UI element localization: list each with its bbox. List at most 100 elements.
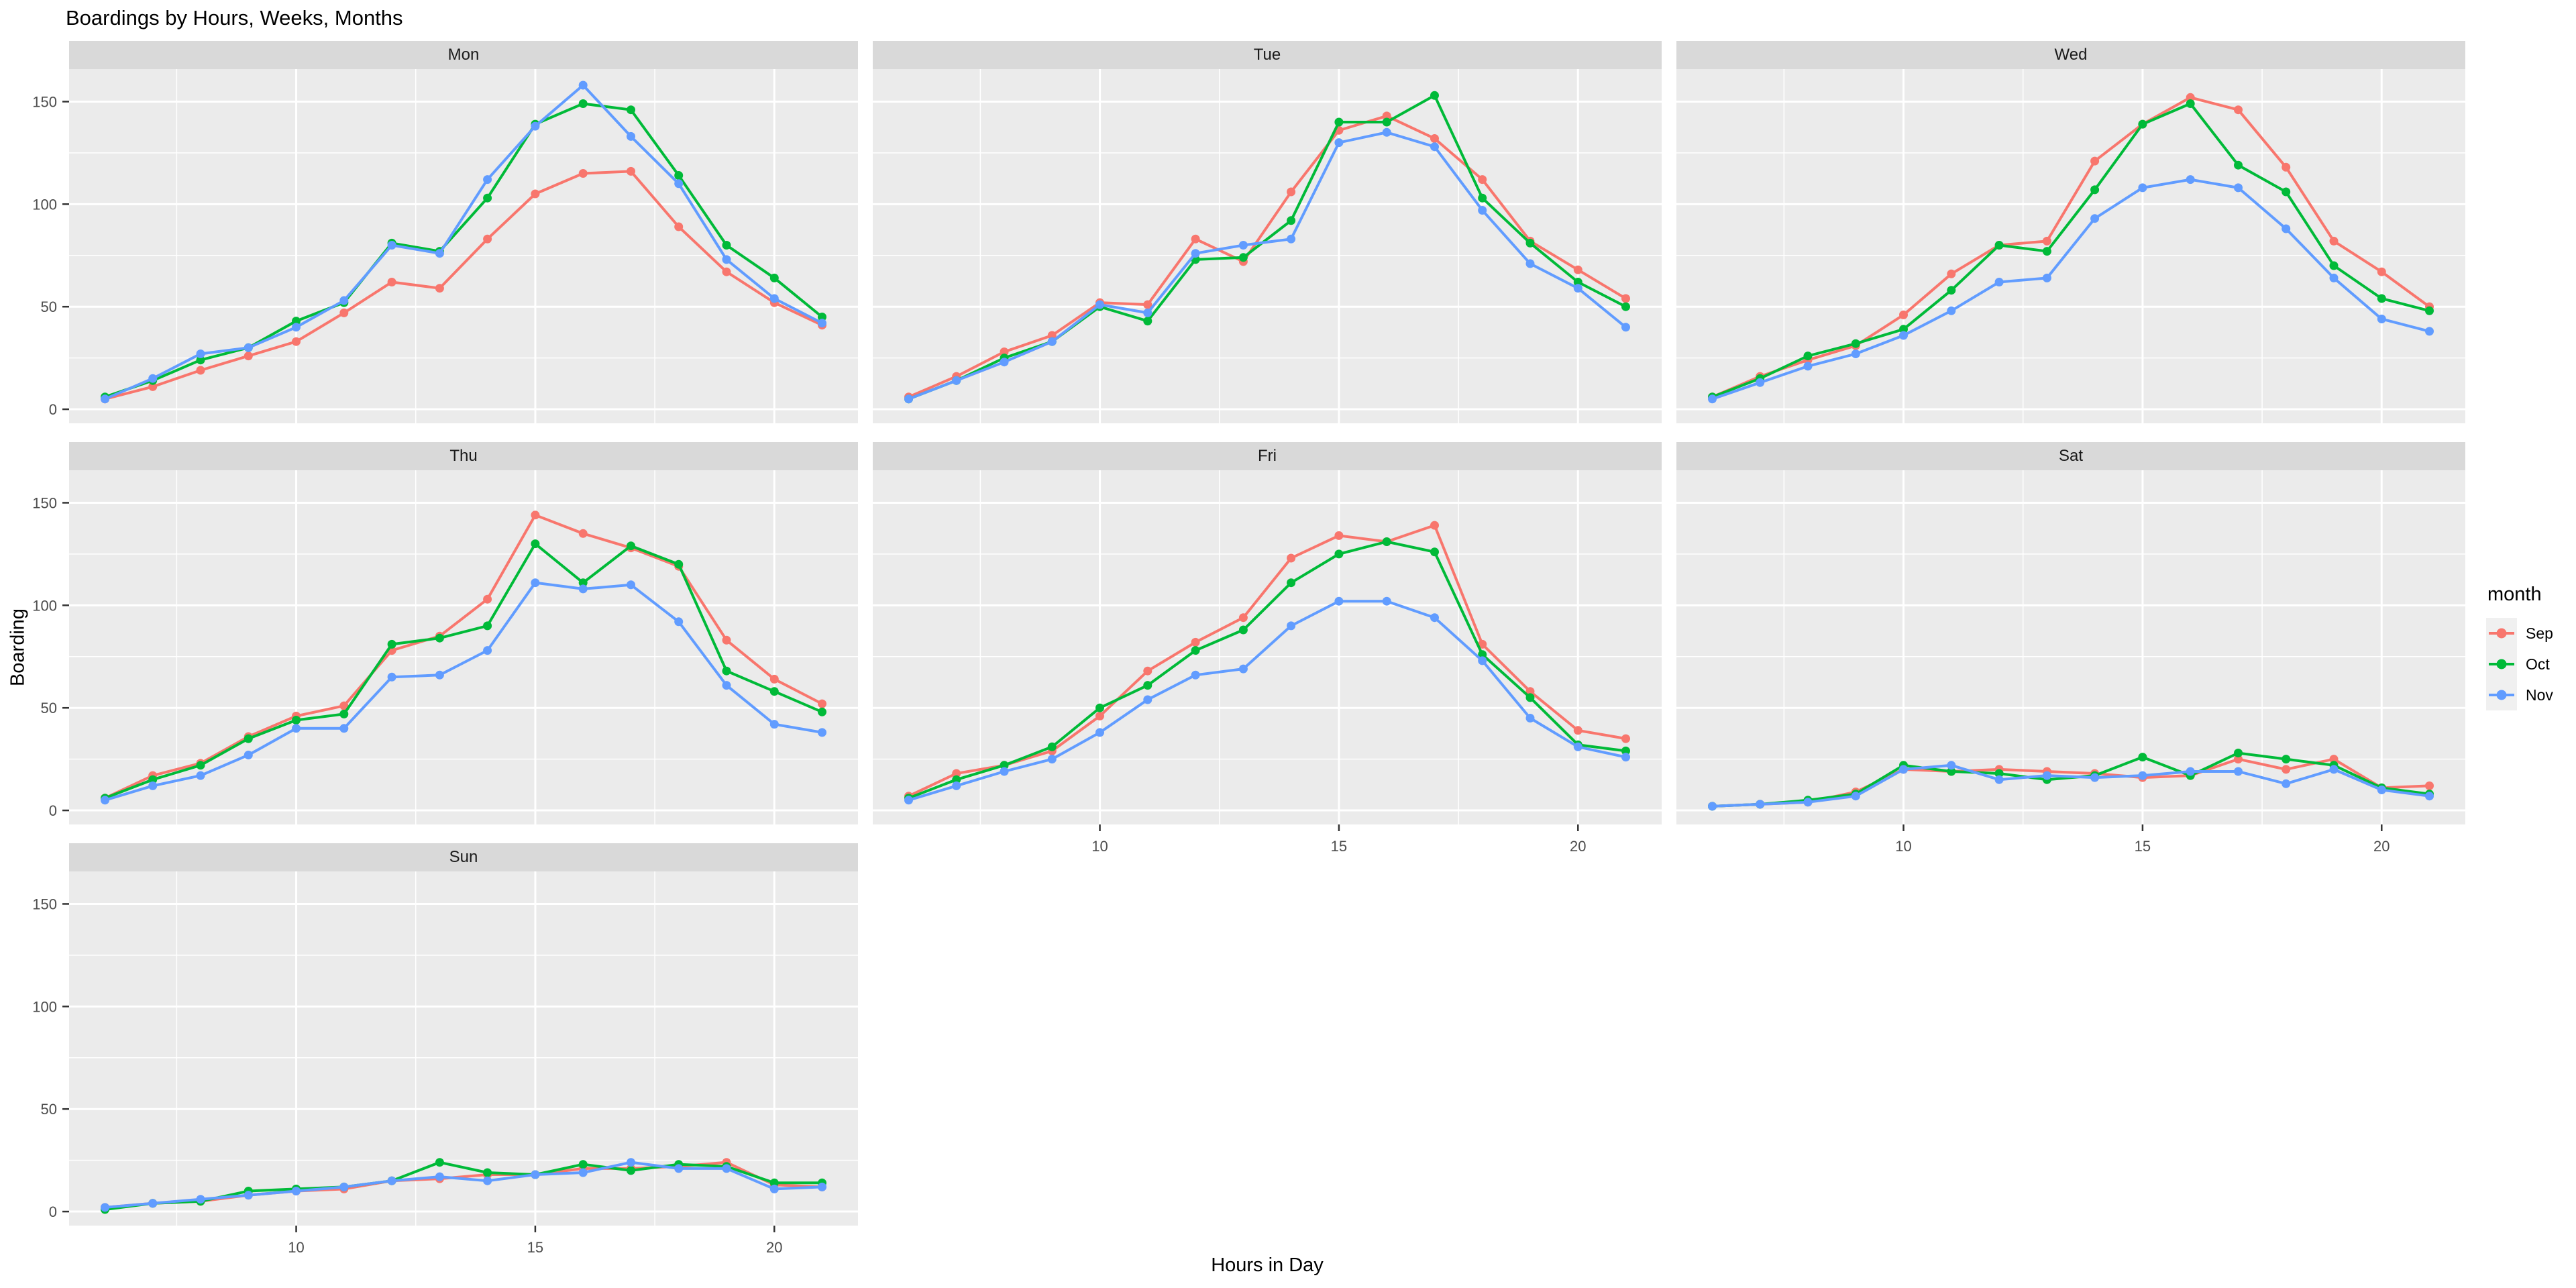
data-point <box>1095 728 1104 737</box>
data-point <box>435 1172 444 1181</box>
data-point <box>244 352 253 361</box>
gridlines-minor <box>873 470 1662 824</box>
series-nov <box>1708 175 2434 404</box>
legend-key-icon <box>2486 618 2517 649</box>
data-point <box>1143 666 1152 676</box>
data-point <box>1000 767 1009 776</box>
data-point <box>674 1164 684 1173</box>
data-point <box>1047 337 1057 346</box>
legend-key-icon <box>2486 680 2517 710</box>
series-line <box>104 541 823 800</box>
data-point <box>2234 183 2243 193</box>
facet-strip-label: Thu <box>449 447 478 465</box>
data-point <box>2186 99 2195 108</box>
facet-strip-thu: Thu <box>69 442 858 470</box>
data-point <box>2234 160 2243 170</box>
gridlines-major <box>69 871 858 1226</box>
data-point <box>2042 273 2051 282</box>
series-nov <box>101 1158 826 1212</box>
data-point <box>531 121 540 131</box>
data-point <box>2186 767 2195 776</box>
data-point <box>674 559 684 569</box>
data-point <box>2282 162 2291 172</box>
data-point <box>2425 781 2434 790</box>
series-line <box>1711 102 2430 398</box>
data-point <box>1573 726 1582 735</box>
data-point <box>1334 138 1344 148</box>
data-point <box>1478 206 1487 215</box>
data-point <box>1287 187 1296 197</box>
data-point <box>627 105 635 115</box>
data-point <box>531 1170 540 1179</box>
x-tick-label: 10 <box>1895 838 1911 855</box>
data-point <box>387 241 396 250</box>
data-point <box>101 394 109 404</box>
data-point <box>1994 278 2004 286</box>
legend-key-icon <box>2486 649 2517 680</box>
data-point <box>952 781 961 790</box>
data-point <box>2329 261 2339 270</box>
facet-strip-sat: Sat <box>1676 442 2465 470</box>
data-point <box>1478 175 1487 184</box>
data-point <box>1478 639 1487 649</box>
data-point <box>818 728 826 737</box>
panel-background <box>873 69 1662 423</box>
data-point <box>1047 742 1057 751</box>
facet-panel-sat: 10 15 20 <box>1676 470 2465 855</box>
series-line <box>104 581 822 802</box>
data-point <box>722 267 731 276</box>
data-point <box>2425 306 2434 315</box>
data-point <box>627 131 635 141</box>
series-line <box>908 523 1626 798</box>
data-point <box>483 594 492 604</box>
data-point <box>2282 755 2291 764</box>
y-tick-label: 0 <box>49 1203 57 1220</box>
data-point <box>1430 547 1439 557</box>
data-point <box>2282 765 2291 774</box>
series-line <box>105 1161 822 1209</box>
facet-strip-sun: Sun <box>69 843 858 871</box>
data-point <box>1430 142 1439 152</box>
data-point <box>1143 308 1152 317</box>
data-point <box>1708 394 1717 404</box>
data-point <box>1525 693 1535 702</box>
data-point <box>292 724 301 733</box>
series-sep <box>904 111 1630 402</box>
series-line <box>104 102 823 398</box>
data-point <box>769 294 779 303</box>
data-point <box>1621 734 1630 743</box>
data-point <box>1851 792 1860 801</box>
data-point <box>339 308 349 317</box>
data-point <box>2425 792 2434 801</box>
series-nov <box>904 127 1630 404</box>
data-point <box>531 539 540 549</box>
data-point <box>2234 749 2243 757</box>
legend-entries: Sep Oct Nov <box>2486 618 2553 710</box>
facet-strip-label: Wed <box>2054 46 2088 64</box>
data-point <box>435 670 444 680</box>
data-point <box>1334 117 1344 127</box>
data-point <box>2138 119 2147 129</box>
data-point <box>627 541 635 551</box>
series-line <box>908 114 1627 398</box>
data-point <box>1851 350 1860 358</box>
x-tick-label: 10 <box>288 1239 304 1256</box>
data-point <box>196 771 205 780</box>
facet-strip-label: Fri <box>1258 447 1277 465</box>
data-point <box>483 193 492 203</box>
data-point <box>244 1191 253 1200</box>
x-axis-ticks: 10 15 20 <box>1895 824 2390 855</box>
data-point <box>1143 681 1152 690</box>
data-point <box>244 343 253 352</box>
data-point <box>627 1158 635 1167</box>
data-point <box>578 99 588 108</box>
data-point <box>2329 755 2339 764</box>
data-point <box>101 1203 109 1212</box>
x-tick-label: 15 <box>1331 838 1347 855</box>
legend: month Sep Oct Nov <box>2486 584 2553 710</box>
legend-title: month <box>2487 584 2542 605</box>
x-axis-ticks: 10 15 20 <box>288 1226 783 1256</box>
data-point <box>1621 753 1630 762</box>
series-oct <box>1708 99 2434 402</box>
facet-strip-label: Tue <box>1253 46 1281 64</box>
